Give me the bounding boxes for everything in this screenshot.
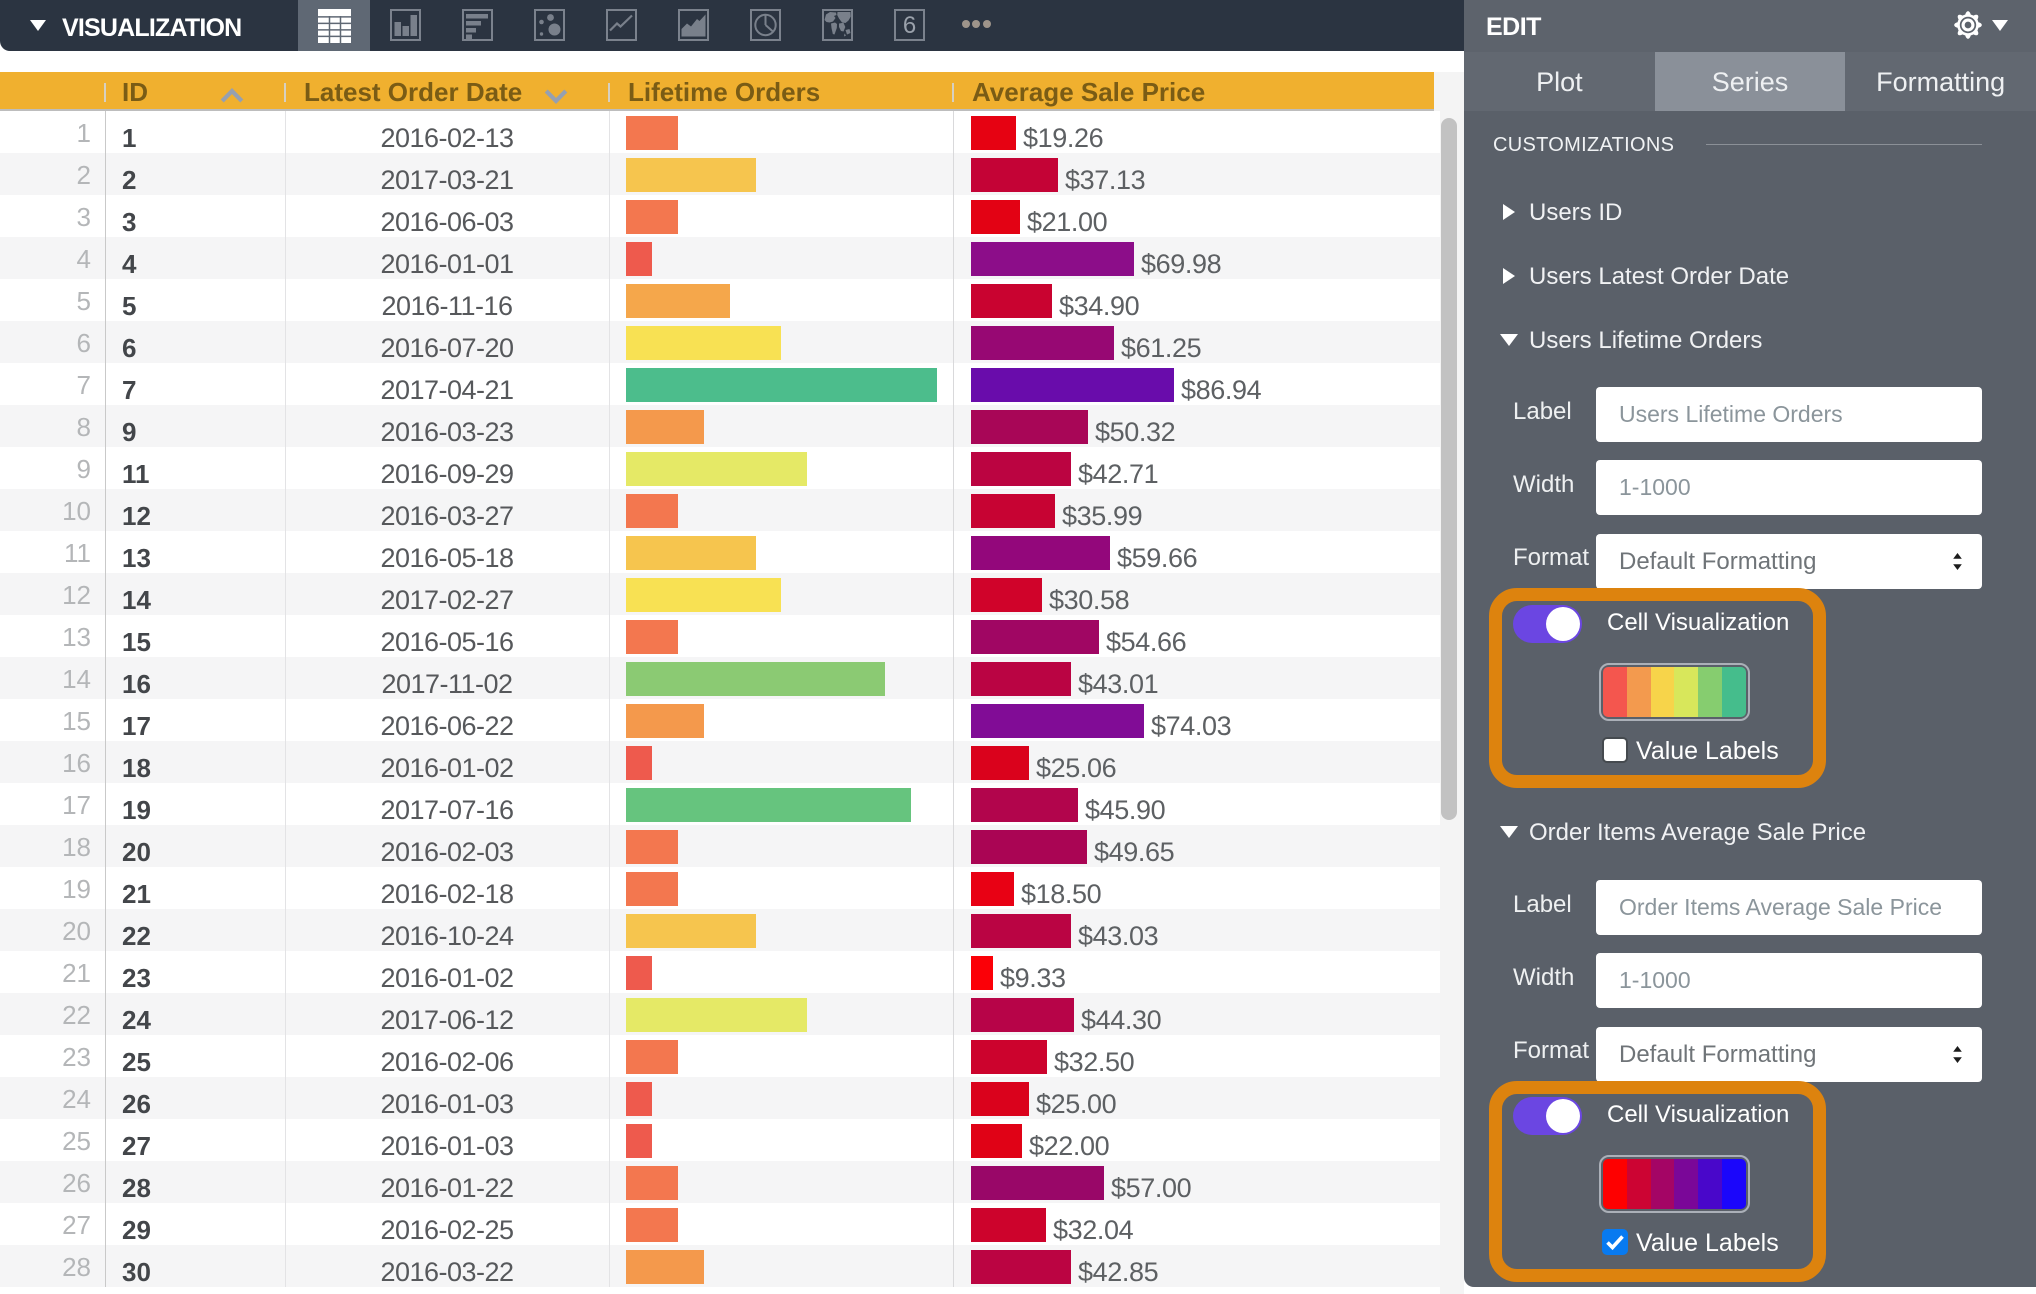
svg-text:6: 6 xyxy=(903,12,916,39)
